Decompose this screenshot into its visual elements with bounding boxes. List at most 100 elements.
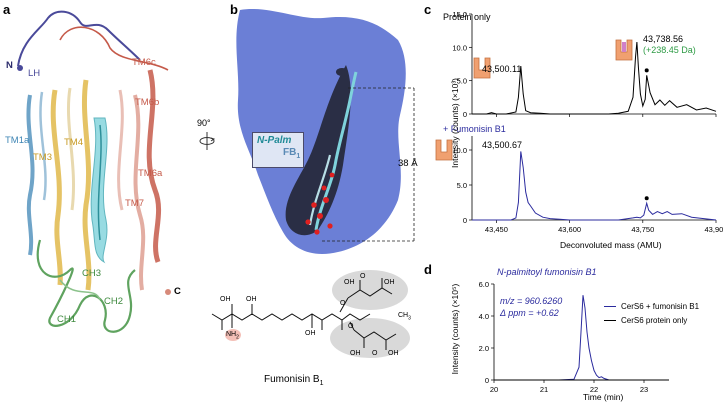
d-ylabel: Intensity (counts) (×10⁵): [450, 283, 460, 375]
panel-letter-c: c: [424, 2, 432, 17]
surface-hole: [336, 68, 348, 76]
panel-letter-d: d: [424, 262, 432, 277]
chart-c-top-plot: 0 5.0 10.0 15.0: [452, 10, 717, 119]
chart-d-chromatogram: 0 2.0 4.0 6.0 20 21 22 23: [479, 280, 669, 394]
c-ylabel: Intensity (counts) (×10³): [450, 78, 460, 168]
group-oh2: OH: [246, 296, 257, 303]
label-tm3: TM3: [33, 152, 52, 163]
tca-highlight-top: [332, 270, 408, 310]
label-tm4: TM4: [64, 137, 83, 148]
legend-fb1: FB1: [253, 146, 303, 160]
c-peak-label-top-right: 43,738.56: [643, 34, 684, 44]
d-xlabel: Time (min): [583, 392, 624, 402]
c-peak-label-top-right-delta: (+238.45 Da): [643, 45, 696, 55]
label-tm6c: TM6c: [132, 57, 156, 68]
series-line-0: [472, 151, 717, 221]
x-tick-label: 43,600: [558, 225, 581, 234]
peak-dot: [644, 196, 649, 201]
rotate-icon: [199, 132, 216, 150]
backbone: [211, 313, 371, 321]
y-tick-label: 5.0: [457, 181, 467, 190]
d-legend-label-2: CerS6 protein only: [621, 316, 688, 325]
y-tick-label: 6.0: [479, 280, 489, 289]
c-top-title: Protein only: [443, 12, 491, 22]
protein-cartoon-icon: [615, 39, 633, 61]
c-bottom-title: + Fumonisin B1: [443, 124, 506, 134]
group-oh-acid2: OH: [384, 279, 395, 286]
label-ch2: CH2: [104, 296, 124, 307]
y-tick-label: 4.0: [479, 312, 489, 321]
fb1-chain: [308, 154, 332, 226]
lh-loop: [17, 10, 141, 67]
c-peak-label-bottom-left: 43,500.67: [482, 140, 523, 150]
panel-letter-a: a: [3, 2, 11, 17]
group-ch3-text: CH: [398, 312, 409, 319]
d-ppm-label: Δ ppm = +0.62: [500, 308, 559, 318]
oxygen-atoms: [305, 172, 335, 235]
group-oh-acid4: OH: [388, 350, 399, 357]
structure-caption: Fumonisin B1: [264, 374, 323, 387]
protein-structure-ribbon: [17, 10, 171, 333]
distance-label: 38 Å: [398, 158, 418, 169]
d-legend-label-1: CerS6 + fumonisin B1: [621, 302, 700, 311]
x-tick-label: 23: [640, 385, 648, 394]
y-tick-label: 15.0: [452, 10, 467, 19]
x-tick-label: 21: [540, 385, 548, 394]
x-tick-label: 20: [490, 385, 498, 394]
y-tick-label: 2.0: [479, 344, 489, 353]
tm1a-helix: [26, 94, 35, 256]
label-tm6b: TM6b: [135, 97, 160, 108]
legend-fb1-text: FB: [283, 147, 297, 158]
panel-letter-b: b: [230, 2, 238, 17]
legend-fb1-sub: 1: [296, 153, 301, 160]
rotation-label: 90°: [197, 118, 211, 128]
label-tm7: TM7: [125, 198, 144, 209]
label-tm1a: TM1a: [5, 135, 30, 146]
group-nh2-text: NH: [226, 331, 237, 338]
tca-highlight-bottom: [330, 318, 410, 358]
group-oh1: OH: [220, 296, 231, 303]
c-xlabel: Deconvoluted mass (AMU): [560, 240, 662, 250]
label-c: C: [174, 286, 181, 297]
structure-caption-text: Fumonisin B: [264, 374, 320, 385]
d-legend-swatch-2: [604, 319, 616, 322]
chart-c-bottom-plot: 0 5.0 10.0 43,450 43,600 43,750 43,900: [452, 136, 723, 234]
y-tick-label: 10.0: [452, 43, 467, 52]
group-ch3: CH3: [398, 312, 411, 321]
y-tick-label: 10.0: [452, 146, 467, 155]
series-line-cers6-fumonisin-b1: [494, 295, 669, 381]
group-oh3: OH: [305, 330, 316, 337]
ch-loops: [36, 239, 136, 333]
y-tick-label: 0: [463, 216, 467, 225]
group-o-ester1: O: [340, 300, 346, 307]
tm7-helix: [133, 94, 146, 291]
tm4-helix: [81, 79, 92, 291]
group-o1: O: [360, 273, 366, 280]
y-tick-label: 0: [463, 110, 467, 119]
n-terminus-dot: [17, 65, 23, 71]
structure-caption-sub: 1: [319, 380, 324, 387]
d-legend-item-2: CerS6 protein only: [604, 316, 699, 325]
c-peak-label-top-left: 43,500.11: [482, 64, 522, 74]
surface-cross-section: [236, 8, 415, 254]
label-tm6a: TM6a: [138, 168, 163, 179]
label-n: N: [6, 60, 13, 71]
peak-dot: [644, 68, 649, 73]
ligand-legend-box: N-Palm FB1: [252, 132, 304, 168]
protein-cartoon-icon: [435, 139, 453, 161]
tm3-helix: [50, 89, 63, 286]
group-ch3-sub: 3: [408, 315, 411, 322]
x-tick-label: 43,450: [485, 225, 508, 234]
c-terminus-dot: [165, 289, 171, 295]
fumonisin-structure: [211, 270, 410, 358]
group-oh-acid1: OH: [344, 279, 355, 286]
x-tick-label: 22: [590, 385, 598, 394]
d-legend-item-1: CerS6 + fumonisin B1: [604, 302, 699, 311]
group-o-ester2: O: [348, 323, 354, 330]
x-tick-label: 43,750: [631, 225, 654, 234]
group-nh2: NH2: [226, 331, 239, 340]
top-loop: [59, 26, 169, 71]
d-legend: CerS6 + fumonisin B1 CerS6 protein only: [604, 302, 699, 325]
protein-cartoon-icon: [473, 57, 491, 79]
d-legend-swatch-1: [604, 305, 616, 308]
